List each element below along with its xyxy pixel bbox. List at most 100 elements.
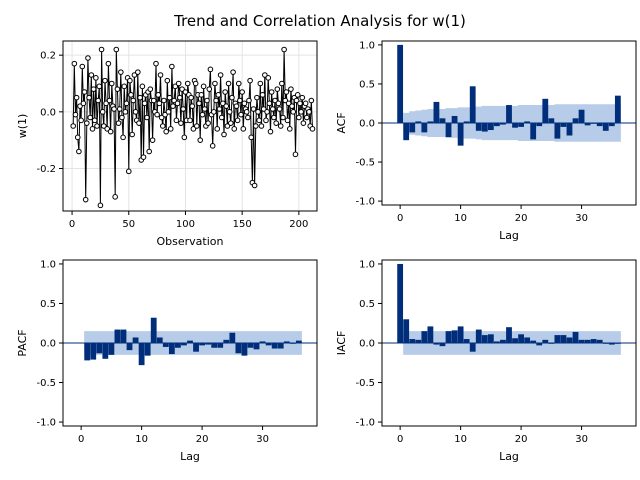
data-point	[180, 106, 186, 112]
correlation-bar	[253, 343, 260, 350]
data-point	[101, 123, 107, 129]
data-point	[136, 120, 142, 126]
correlation-bar	[397, 263, 404, 343]
correlation-bar	[205, 343, 212, 345]
correlation-bar	[451, 330, 458, 343]
data-point	[81, 89, 88, 95]
y-tick-label: 1.0	[359, 40, 375, 51]
data-point	[237, 97, 243, 104]
data-point	[224, 123, 231, 129]
data-point	[215, 92, 222, 98]
data-point	[91, 117, 98, 124]
correlation-bar	[475, 123, 482, 131]
x-axis-label: Observation	[157, 235, 224, 248]
y-axis-label: w(1)	[16, 114, 29, 139]
data-point	[235, 80, 242, 87]
data-point	[267, 128, 274, 135]
data-point	[130, 97, 137, 104]
correlation-bar	[469, 86, 476, 123]
figure-title: Trend and Correlation Analysis for w(1)	[173, 12, 466, 30]
data-point	[76, 148, 82, 155]
data-point	[87, 114, 94, 121]
correlation-bar	[554, 335, 561, 343]
data-point	[146, 148, 152, 155]
y-axis-label: ACF	[335, 112, 348, 133]
correlation-bar	[560, 123, 567, 127]
correlation-bar	[175, 343, 181, 348]
data-point	[82, 196, 89, 203]
y-tick-label: 0.0	[359, 339, 375, 350]
correlation-bar	[235, 343, 242, 354]
correlation-bar	[518, 123, 524, 127]
correlation-bar	[469, 343, 476, 352]
data-point	[98, 46, 105, 53]
data-point	[282, 97, 289, 104]
data-point	[107, 128, 114, 135]
x-tick-label: 150	[233, 219, 252, 230]
correlation-bar	[415, 121, 422, 123]
correlation-bar	[271, 343, 278, 349]
correlation-bar	[247, 343, 254, 348]
data-point	[220, 100, 226, 107]
x-tick-label: 20	[196, 434, 209, 445]
data-point	[96, 83, 103, 90]
data-point	[233, 103, 240, 109]
data-point	[176, 94, 183, 101]
data-point	[128, 92, 134, 98]
x-axis-label: Lag	[499, 450, 519, 463]
correlation-bar	[445, 123, 452, 138]
correlation-bar	[463, 121, 470, 123]
correlation-bar	[614, 95, 621, 123]
data-point	[93, 75, 99, 81]
correlation-bar	[584, 339, 591, 343]
data-point	[247, 77, 253, 84]
correlation-bar	[132, 337, 139, 343]
data-point	[158, 114, 165, 121]
data-point	[159, 123, 166, 129]
data-point	[299, 94, 306, 101]
x-tick-label: 10	[135, 434, 148, 445]
correlation-bar	[108, 343, 115, 355]
x-tick-label: 30	[575, 213, 588, 224]
data-point	[144, 114, 150, 121]
correlation-bar	[403, 123, 410, 141]
y-tick-label: 1.0	[40, 259, 56, 270]
y-tick-label: -0.5	[36, 378, 56, 389]
correlation-bar	[126, 343, 133, 351]
data-point	[184, 80, 191, 87]
correlation-bar	[168, 343, 175, 355]
y-tick-label: -0.5	[355, 378, 375, 389]
correlation-bar	[487, 334, 494, 343]
data-point	[255, 109, 261, 115]
data-point	[285, 100, 292, 107]
data-point	[230, 69, 236, 75]
correlation-bar	[84, 343, 91, 361]
data-point	[149, 137, 156, 143]
data-point	[229, 94, 235, 101]
data-point	[265, 75, 272, 81]
data-point	[298, 109, 304, 115]
y-axis-label: IACF	[335, 331, 348, 356]
y-tick-label: 0.2	[40, 51, 56, 62]
data-point	[137, 94, 143, 101]
data-point	[309, 126, 316, 132]
data-point	[207, 66, 214, 73]
correlation-bar	[536, 343, 543, 346]
correlation-bar	[506, 327, 512, 343]
correlation-bar	[223, 339, 230, 343]
y-tick-label: 0.0	[40, 339, 56, 350]
data-point	[187, 117, 193, 124]
correlation-bar	[542, 339, 549, 343]
data-point	[170, 103, 176, 109]
data-point	[188, 94, 194, 101]
correlation-bar	[421, 123, 428, 133]
correlation-bar	[475, 329, 482, 343]
data-point	[251, 182, 258, 189]
data-point	[80, 100, 87, 107]
data-point	[277, 123, 284, 129]
data-point	[257, 80, 264, 87]
data-point	[216, 106, 223, 112]
data-point	[189, 103, 196, 109]
correlation-bar	[433, 343, 440, 345]
data-point	[174, 100, 181, 107]
